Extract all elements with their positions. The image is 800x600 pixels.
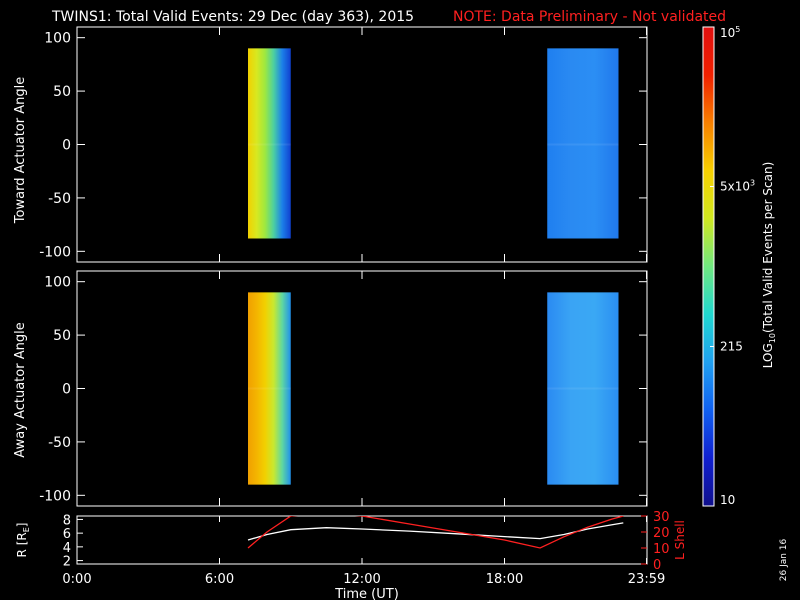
lshell-ylabel: L Shell xyxy=(673,520,687,560)
radius-ylabel: R [RE] xyxy=(15,523,31,558)
colorbar: LOG10(Total Valid Events per Scan) 10 215… xyxy=(702,25,777,507)
away-ylabel: Away Actuator Angle xyxy=(13,322,28,457)
radius-ytick-label: 4 xyxy=(63,541,71,556)
time-xtick-label: 12:00 xyxy=(343,572,380,587)
away-ytick-label: -50 xyxy=(48,435,71,451)
away-ytick-label: 0 xyxy=(62,382,71,398)
toward-panel: Toward Actuator Angle 100 50 0 -50 -100 xyxy=(13,26,648,263)
colorbar-tick-label: 105 xyxy=(720,25,740,40)
lshell-ytick-label: 0 xyxy=(653,558,661,573)
toward-ytick-label: -50 xyxy=(48,191,71,207)
time-xtick-label: 6:00 xyxy=(205,572,234,587)
toward-zero-stripe xyxy=(547,143,619,146)
time-xlabel: Time (UT) xyxy=(334,587,399,600)
radius-ytick-label: 6 xyxy=(63,527,71,542)
toward-ytick-label: 100 xyxy=(44,31,71,47)
preliminary-note: NOTE: Data Preliminary - Not validated xyxy=(453,9,726,25)
time-xtick-label: 18:00 xyxy=(486,572,523,587)
lshell-ytick-label: 10 xyxy=(653,542,670,557)
away-panel: Away Actuator Angle 100 50 0 -50 -100 xyxy=(13,270,648,507)
colorbar-tick-label: 5x103 xyxy=(720,179,755,194)
toward-ytick-label: -100 xyxy=(39,244,71,260)
colorbar-scale xyxy=(702,26,715,507)
colorbar-tick-label: 10 xyxy=(720,493,735,507)
radius-ytick-label: 2 xyxy=(63,555,71,570)
away-data-block xyxy=(248,292,291,485)
toward-zero-stripe xyxy=(248,143,291,146)
away-zero-stripe xyxy=(547,387,619,390)
toward-ytick-label: 0 xyxy=(62,138,71,154)
time-xtick-label: 23:59 xyxy=(628,572,665,587)
lshell-ytick-label: 30 xyxy=(653,510,670,525)
toward-ylabel: Toward Actuator Angle xyxy=(13,77,28,224)
plot-title: TWINS1: Total Valid Events: 29 Dec (day … xyxy=(51,9,414,25)
toward-data-block xyxy=(248,48,291,239)
lshell-ytick-label: 20 xyxy=(653,526,670,541)
date-stamp: 26 Jan 16 xyxy=(779,538,789,581)
away-ytick-label: 50 xyxy=(53,328,71,344)
time-xtick-label: 0:00 xyxy=(62,572,91,587)
toward-ytick-label: 50 xyxy=(53,84,71,100)
colorbar-label: LOG10(Total Valid Events per Scan) xyxy=(761,162,777,369)
away-data-block xyxy=(547,292,619,485)
radius-ytick-label: 8 xyxy=(63,513,71,528)
colorbar-tick-label: 215 xyxy=(720,339,743,353)
away-ytick-label: -100 xyxy=(39,488,71,504)
lshell-series-line xyxy=(247,516,624,549)
toward-data-block xyxy=(547,48,619,239)
orbit-frame xyxy=(76,515,648,565)
radius-series-line xyxy=(247,522,624,541)
away-ytick-label: 100 xyxy=(44,275,71,291)
away-zero-stripe xyxy=(248,387,291,390)
